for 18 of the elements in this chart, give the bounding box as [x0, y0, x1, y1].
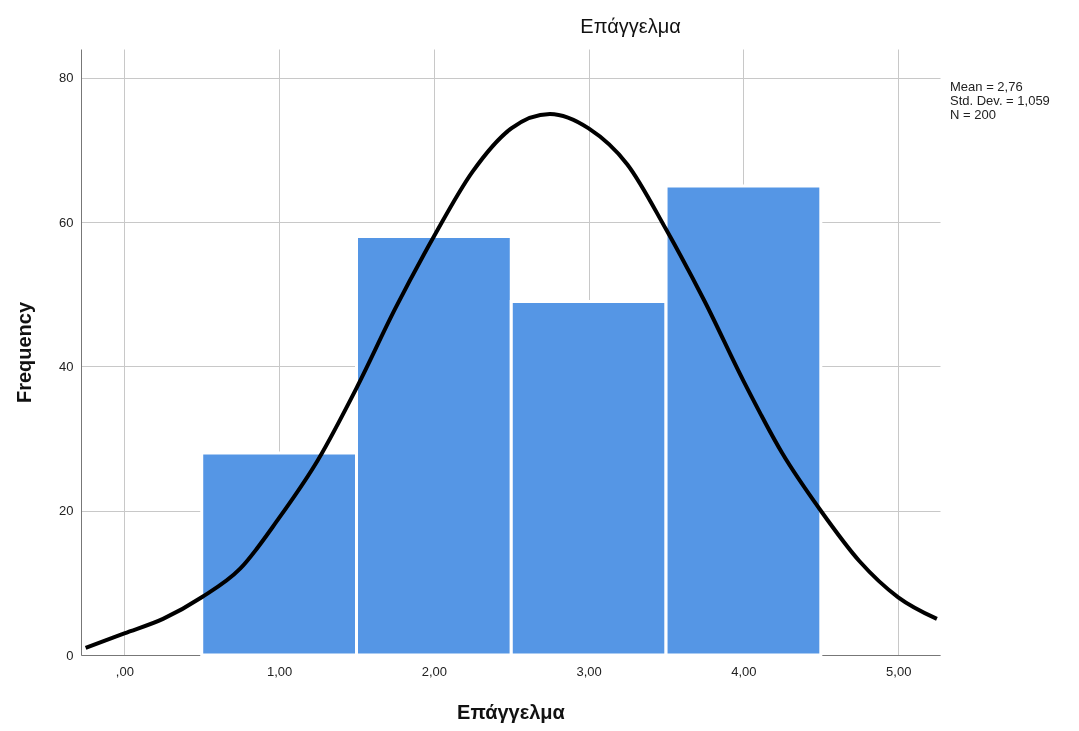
y-tick-label: 0: [66, 647, 74, 663]
x-tick-label: 2,00: [421, 663, 448, 679]
y-axis-title: Frequency: [13, 301, 36, 404]
text: Std. Dev. = 1,059: [950, 93, 1050, 108]
x-tick-label: 1,00: [266, 663, 293, 679]
x-axis-title: Επάγγελμα: [457, 700, 566, 723]
text: N = 200: [950, 107, 997, 122]
text: Mean = 2,76: [950, 79, 1024, 94]
chart-title: Επάγγελμα: [580, 15, 681, 37]
y-tick-label: 20: [59, 503, 74, 519]
y-tick-label: 40: [59, 358, 74, 374]
x-tick-label: 3,00: [576, 663, 602, 679]
x-tick-label: 4,00: [731, 663, 757, 679]
x-tick-label: 5,00: [886, 663, 912, 679]
line-series: [83, 111, 939, 650]
y-tick-label: 60: [59, 214, 74, 230]
x-tick-label: ,00: [115, 663, 134, 679]
y-tick-label: 80: [59, 70, 74, 86]
